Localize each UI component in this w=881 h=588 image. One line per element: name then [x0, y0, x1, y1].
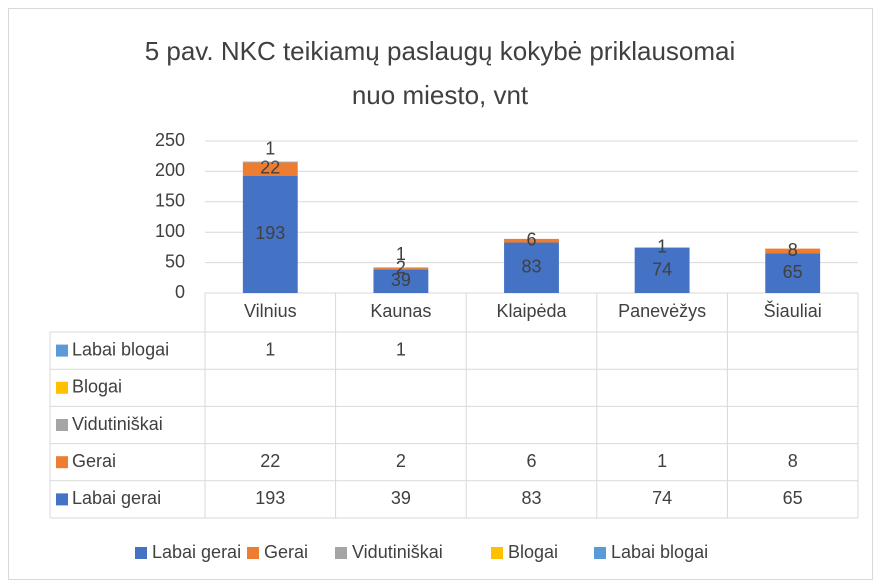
table-cell: 83: [521, 488, 541, 508]
y-tick-label: 150: [155, 191, 185, 211]
data-label: 2: [396, 257, 406, 277]
bar-segment: [765, 253, 821, 293]
x-tick-label: Vilnius: [244, 301, 297, 321]
legend-key: [247, 547, 259, 559]
x-tick-label: Panevėžys: [618, 301, 706, 321]
data-label: 83: [521, 257, 541, 277]
legend-key: [335, 547, 347, 559]
legend-key: [56, 456, 68, 469]
y-tick-label: 200: [155, 160, 185, 180]
bar-segment: [504, 238, 559, 243]
table-cell: 2: [396, 451, 406, 471]
table-cell: 22: [260, 451, 280, 471]
x-tick-label: Kaunas: [370, 301, 431, 321]
legend-label: Gerai: [264, 542, 308, 562]
bar-segment: [373, 268, 429, 270]
data-label: 74: [652, 259, 672, 279]
table-cell: 74: [652, 488, 672, 508]
table-row-label: Blogai: [72, 377, 122, 397]
table-cell: 1: [265, 339, 275, 359]
bar-segment: [634, 248, 690, 293]
data-label: 22: [260, 158, 280, 178]
legend-key: [56, 381, 68, 394]
legend-key: [56, 344, 68, 357]
legend-label: Blogai: [508, 542, 558, 562]
legend-key: [135, 547, 147, 559]
data-label: 1: [265, 138, 275, 158]
table-cell: 1: [657, 451, 667, 471]
bar-segment: [242, 161, 298, 163]
legend-key: [56, 419, 68, 431]
legend-label: Labai gerai: [152, 542, 241, 562]
y-tick-label: 0: [175, 282, 185, 302]
bar-segment: [242, 175, 298, 293]
data-label: 1: [396, 244, 406, 264]
table-cell: 6: [526, 451, 536, 471]
chart-title: nuo miesto, vnt: [352, 80, 529, 110]
data-label: 193: [255, 223, 285, 243]
table-row-label: Labai blogai: [72, 339, 169, 359]
table-row-label: Vidutiniškai: [72, 414, 163, 434]
y-tick-label: 100: [155, 221, 185, 241]
table-cell: 39: [391, 488, 411, 508]
x-tick-label: Šiauliai: [764, 300, 822, 321]
y-tick-label: 50: [165, 251, 185, 271]
data-label: 8: [788, 240, 798, 260]
bar-segment: [765, 248, 821, 254]
y-tick-label: 250: [155, 130, 185, 150]
chart-title: 5 pav. NKC teikiamų paslaugų kokybė prik…: [145, 36, 736, 66]
data-label: 65: [783, 262, 803, 282]
bar-segment: [634, 247, 690, 249]
x-tick-label: Klaipėda: [496, 301, 567, 321]
bar-segment: [373, 269, 429, 293]
legend-key: [594, 547, 606, 559]
table-row-label: Gerai: [72, 451, 116, 471]
data-label: 39: [391, 270, 411, 290]
bar-segment: [373, 267, 429, 269]
data-label: 1: [657, 236, 667, 256]
data-label: 6: [526, 229, 536, 249]
bar-segment: [242, 162, 298, 176]
legend-key: [56, 493, 68, 506]
table-row-label: Labai gerai: [72, 488, 161, 508]
chart-border: [8, 8, 873, 580]
bar-segment: [504, 242, 559, 293]
table-cell: 8: [788, 451, 798, 471]
table-cell: 193: [255, 488, 285, 508]
table-cell: 65: [783, 488, 803, 508]
legend-label: Vidutiniškai: [352, 542, 443, 562]
legend-label: Labai blogai: [611, 542, 708, 562]
legend-key: [491, 547, 503, 559]
table-cell: 1: [396, 339, 406, 359]
